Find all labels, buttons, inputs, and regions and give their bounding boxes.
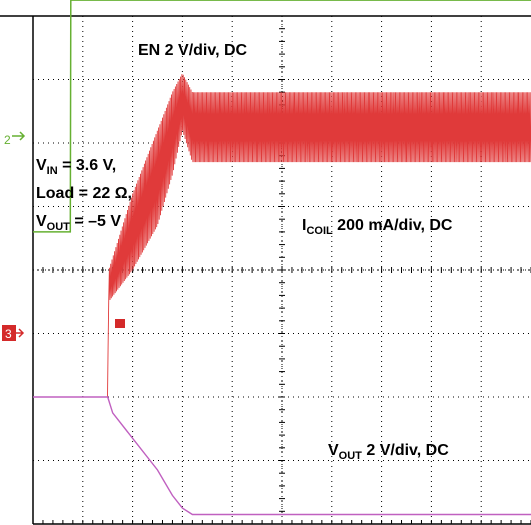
load-label: Load = 22 Ω, [36,185,132,202]
channel-2-arrow-icon [12,131,26,141]
trigger-marker-icon [115,319,125,328]
channel-3-marker: 3 [2,325,25,341]
channel-3-label: 3 [5,327,12,341]
vout-setpoint-label: VOUT = –5 V [36,213,121,233]
vin-label: VIN = 3.6 V, [36,157,116,177]
icoil-trace [33,74,531,398]
channel-3-arrow-icon [16,328,25,338]
traces [33,0,531,516]
channel-2-marker: 2 [4,131,26,147]
vout-trace [33,396,531,516]
vout-scale-label: VOUT 2 V/div, DC [328,442,449,462]
channel-3-badge [2,325,16,341]
icoil-scale-label: ICOIL 200 mA/div, DC [302,217,453,237]
channel-2-label: 2 [4,133,11,147]
trigger-marker [115,319,125,328]
en-trace [33,0,531,233]
en-scale-label: EN 2 V/div, DC [138,42,248,59]
